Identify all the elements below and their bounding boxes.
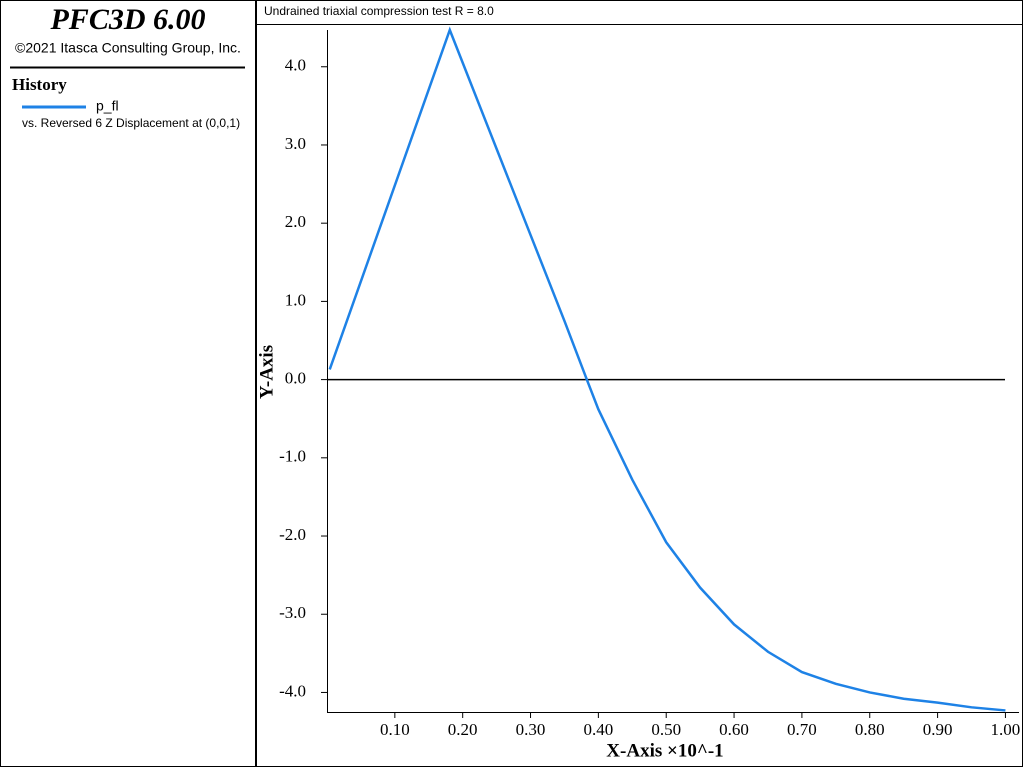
y-tick-label: -3.0	[279, 603, 306, 622]
y-tick-label: 2.0	[285, 212, 306, 231]
x-tick-label: 0.90	[923, 720, 953, 739]
app-title: PFC3D 6.00	[49, 3, 205, 36]
chart-title: Undrained triaxial compression test R = …	[264, 4, 494, 18]
y-tick-label: 1.0	[285, 290, 306, 309]
legend-label: p_fl	[96, 98, 119, 114]
y-tick-label: -4.0	[279, 681, 306, 700]
x-tick-label: 1.00	[991, 720, 1021, 739]
y-tick-label: 0.0	[285, 369, 306, 388]
x-tick-label: 0.70	[787, 720, 817, 739]
x-tick-label: 0.30	[516, 720, 546, 739]
copyright: ©2021 Itasca Consulting Group, Inc.	[15, 40, 241, 56]
y-tick-label: 4.0	[285, 56, 306, 75]
x-axis-label: X-Axis ×10^-1	[606, 740, 723, 761]
x-tick-label: 0.60	[719, 720, 749, 739]
x-tick-label: 0.80	[855, 720, 885, 739]
x-tick-label: 0.20	[448, 720, 478, 739]
data-line	[328, 26, 1006, 712]
legend-note: vs. Reversed 6 Z Displacement at (0,0,1)	[22, 116, 240, 130]
x-tick-label: 0.10	[380, 720, 410, 739]
side-panel	[0, 0, 256, 767]
panel-heading: History	[12, 75, 67, 94]
y-tick-label: -2.0	[279, 525, 306, 544]
x-tick-label: 0.50	[651, 720, 681, 739]
y-tick-label: -1.0	[279, 447, 306, 466]
y-tick-label: 3.0	[285, 134, 306, 153]
y-axis-label: Y-Axis	[256, 345, 277, 399]
plot-panel	[256, 0, 1023, 767]
x-tick-label: 0.40	[583, 720, 613, 739]
